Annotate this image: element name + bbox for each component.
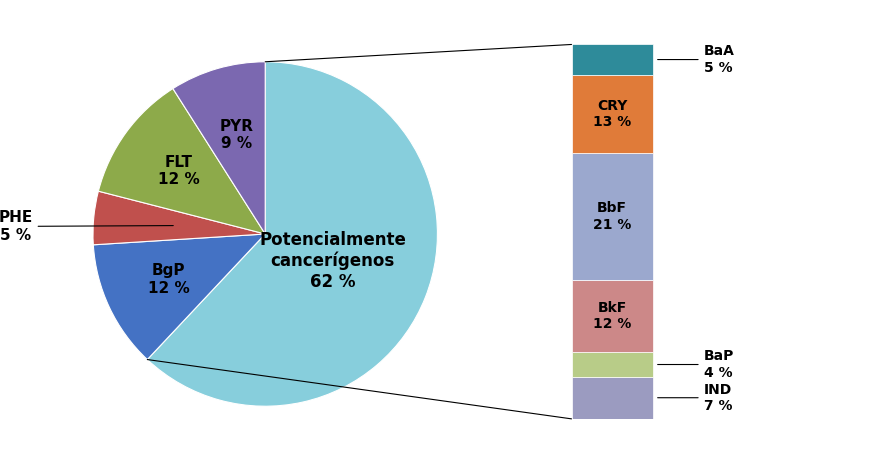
Bar bbox=[572, 352, 653, 377]
Text: CRY
13 %: CRY 13 % bbox=[593, 99, 631, 129]
Text: FLT
12 %: FLT 12 % bbox=[158, 155, 200, 188]
Text: BaA
5 %: BaA 5 % bbox=[658, 44, 735, 75]
Text: PYR
9 %: PYR 9 % bbox=[219, 118, 254, 151]
Text: BbF
21 %: BbF 21 % bbox=[593, 201, 631, 232]
Bar bbox=[572, 280, 653, 352]
Wedge shape bbox=[94, 234, 265, 359]
Text: PHE
5 %: PHE 5 % bbox=[0, 210, 173, 242]
Text: BgP
12 %: BgP 12 % bbox=[148, 263, 189, 296]
Wedge shape bbox=[93, 191, 265, 245]
Wedge shape bbox=[173, 62, 265, 234]
Text: BaP
4 %: BaP 4 % bbox=[658, 350, 734, 380]
Text: Potencialmente
cancerígenos
62 %: Potencialmente cancerígenos 62 % bbox=[259, 231, 406, 291]
Bar bbox=[572, 75, 653, 153]
Bar bbox=[572, 377, 653, 419]
Text: IND
7 %: IND 7 % bbox=[658, 383, 732, 413]
Wedge shape bbox=[148, 62, 438, 406]
Wedge shape bbox=[98, 88, 265, 234]
Text: BkF
12 %: BkF 12 % bbox=[593, 301, 631, 331]
Bar bbox=[572, 153, 653, 280]
Bar bbox=[572, 44, 653, 75]
